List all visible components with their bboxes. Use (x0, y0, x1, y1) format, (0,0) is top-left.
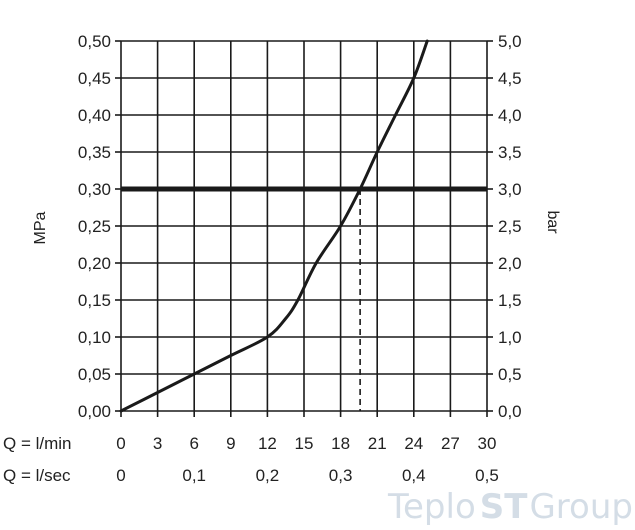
x-tick-label-lmin: 9 (226, 434, 235, 453)
grid (115, 40, 493, 417)
x-tick-label-lsec: 0 (116, 466, 125, 485)
watermark-part-3: Group (529, 487, 633, 527)
y-tick-label-left: 0,40 (78, 106, 111, 125)
x-tick-label-lmin: 21 (368, 434, 387, 453)
y-tick-label-right: 5,0 (498, 32, 522, 51)
y-tick-label-left: 0,10 (78, 328, 111, 347)
x-tick-label-lsec: 0,5 (475, 466, 499, 485)
x-tick-label-lmin: 12 (258, 434, 277, 453)
watermark-part-1: Teplo (387, 487, 476, 527)
y-tick-label-right: 3,5 (498, 143, 522, 162)
x-row-label-lmin: Q = l/min (3, 434, 72, 453)
x-tick-label-lmin: 15 (295, 434, 314, 453)
x-tick-label-lsec: 0,2 (256, 466, 280, 485)
watermark: Teplo STGroup (387, 487, 633, 527)
y-tick-label-left: 0,35 (78, 143, 111, 162)
y-tick-label-left: 0,45 (78, 69, 111, 88)
x-tick-label-lmin: 30 (478, 434, 497, 453)
x-tick-label-lsec: 0,3 (329, 466, 353, 485)
y-tick-label-right: 0,0 (498, 402, 522, 421)
series (119, 39, 429, 413)
y-tick-label-left: 0,30 (78, 180, 111, 199)
x-tick-label-lmin: 24 (404, 434, 423, 453)
y-tick-label-right: 1,5 (498, 291, 522, 310)
x-tick-label-lmin: 3 (153, 434, 162, 453)
y-tick-label-right: 2,0 (498, 254, 522, 273)
y-tick-label-left: 0,15 (78, 291, 111, 310)
y-axis-label-left: MPa (32, 211, 49, 244)
y-tick-label-right: 4,5 (498, 69, 522, 88)
y-tick-label-left: 0,20 (78, 254, 111, 273)
x-tick-label-lsec: 0,4 (402, 466, 426, 485)
reference-lines (121, 186, 487, 411)
y-tick-label-right: 3,0 (498, 180, 522, 199)
x-tick-label-lmin: 6 (189, 434, 198, 453)
x-tick-label-lsec: 0,1 (182, 466, 206, 485)
y-tick-label-right: 4,0 (498, 106, 522, 125)
y-tick-label-left: 0,05 (78, 365, 111, 384)
y-axis-label-right: bar (544, 210, 561, 234)
y-tick-label-left: 0,50 (78, 32, 111, 51)
y-tick-label-right: 2,5 (498, 217, 522, 236)
x-tick-label-lmin: 0 (116, 434, 125, 453)
y-tick-label-right: 0,5 (498, 365, 522, 384)
x-row-label-lsec: Q = l/sec (3, 466, 71, 485)
series-line (119, 39, 429, 413)
watermark-part-2: ST (480, 487, 528, 527)
tick-labels: 0,500,450,400,350,300,250,200,150,100,05… (78, 32, 522, 485)
x-tick-label-lmin: 27 (441, 434, 460, 453)
y-tick-label-right: 1,0 (498, 328, 522, 347)
x-tick-label-lmin: 18 (331, 434, 350, 453)
y-tick-label-left: 0,00 (78, 402, 111, 421)
y-tick-label-left: 0,25 (78, 217, 111, 236)
